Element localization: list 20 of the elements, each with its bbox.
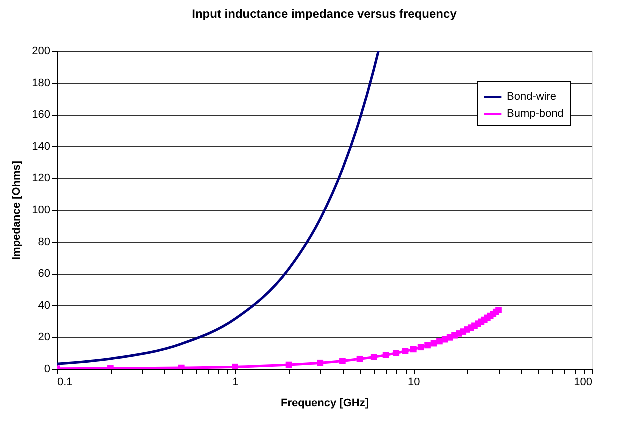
y-tick-label: 120 — [32, 172, 50, 185]
y-tick-label: 160 — [32, 109, 50, 122]
x-axis-title: Frequency [GHz] — [280, 398, 370, 410]
y-tick-label: 180 — [32, 77, 50, 90]
y-tick-label: 0 — [44, 364, 50, 376]
x-tick-label: 10 — [408, 376, 420, 388]
y-tick-label: 20 — [38, 332, 50, 344]
legend-label: Bump-bond — [507, 108, 564, 120]
y-tick-label: 40 — [38, 300, 50, 312]
legend-label: Bond-wire — [507, 91, 557, 103]
y-tick-label: 60 — [38, 268, 50, 280]
y-tick-label: 200 — [32, 46, 50, 58]
y-tick-label: 100 — [32, 204, 50, 216]
x-tick-label: 1 — [232, 376, 239, 388]
chart-title: Input inductance impedance versus frequency — [192, 7, 458, 21]
y-axis-title: Impedance [Ohms] — [11, 160, 24, 260]
x-tick-label: 100 — [574, 376, 592, 388]
y-tick-label: 80 — [38, 236, 50, 248]
y-tick-label: 140 — [32, 140, 50, 153]
x-tick-label: 0.1 — [58, 376, 73, 388]
